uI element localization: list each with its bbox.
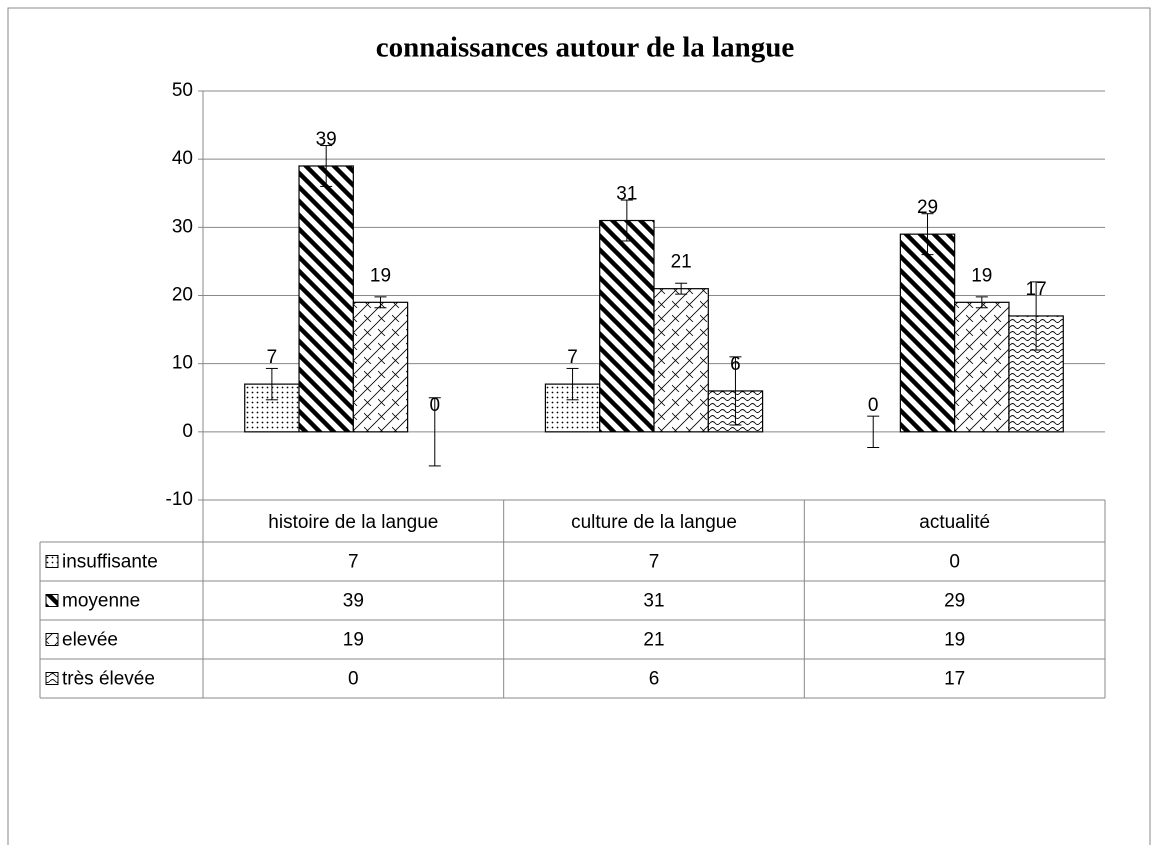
table-value: 7: [348, 552, 359, 573]
frame: [7, 7, 1151, 845]
legend-label: elevée: [62, 630, 118, 651]
error-bar: [675, 282, 688, 295]
table-value: 7: [649, 552, 660, 573]
chart-title: connaissances autour de la langue: [376, 32, 795, 64]
data-label: 19: [370, 265, 391, 286]
bar: [954, 301, 1010, 433]
data-label: 21: [671, 252, 692, 273]
error-bar: [921, 213, 934, 256]
y-tick-label: 30: [172, 216, 193, 237]
table-value: 19: [944, 630, 965, 651]
bar: [599, 219, 655, 433]
error-bar: [320, 145, 333, 187]
legend-label: insuffisante: [62, 552, 158, 573]
error-bar: [428, 397, 441, 467]
data-label: 29: [917, 197, 938, 218]
error-bar: [620, 199, 633, 242]
bar: [352, 301, 409, 433]
data-label: 6: [730, 354, 741, 375]
data-label: 7: [567, 347, 578, 368]
data-label: 0: [429, 395, 440, 416]
error-bar: [374, 296, 387, 309]
legend-key: [45, 594, 59, 607]
x-tick-label: culture de la langue: [571, 512, 737, 533]
data-label: 0: [868, 395, 879, 416]
y-tick-label: 50: [172, 80, 193, 101]
table-value: 0: [348, 669, 359, 690]
table-value: 31: [643, 591, 664, 612]
data-label: 31: [616, 184, 637, 205]
table-value: 29: [944, 591, 965, 612]
legend-key: [45, 555, 59, 568]
x-tick-label: actualité: [919, 512, 990, 533]
legend-label: très élevée: [62, 669, 155, 690]
legend-label: moyenne: [62, 591, 140, 612]
table-value: 0: [949, 552, 960, 573]
error-bar: [975, 296, 988, 309]
data-label: 19: [971, 265, 992, 286]
y-tick-label: 20: [172, 285, 193, 306]
legend-key: [45, 633, 59, 646]
y-tick-label: 10: [172, 353, 193, 374]
y-tick-label: -10: [166, 489, 193, 510]
data-label: 17: [1026, 279, 1047, 300]
bar: [298, 165, 354, 433]
error-bar: [1030, 281, 1043, 351]
error-bar: [867, 415, 880, 449]
bar: [244, 383, 300, 433]
table-value: 6: [649, 669, 660, 690]
table-value: 21: [643, 630, 664, 651]
error-bar: [566, 367, 579, 401]
bar: [899, 233, 956, 433]
legend-key: [45, 672, 59, 685]
x-tick-label: histoire de la langue: [268, 512, 438, 533]
y-tick-label: 40: [172, 148, 193, 169]
table-value: 39: [343, 591, 364, 612]
error-bar: [265, 367, 278, 401]
y-tick-label: 0: [182, 421, 193, 442]
bar: [653, 288, 709, 433]
error-bar: [729, 356, 742, 426]
table-value: 17: [944, 669, 965, 690]
table-value: 19: [343, 630, 364, 651]
data-label: 7: [267, 347, 278, 368]
data-label: 39: [316, 129, 337, 150]
